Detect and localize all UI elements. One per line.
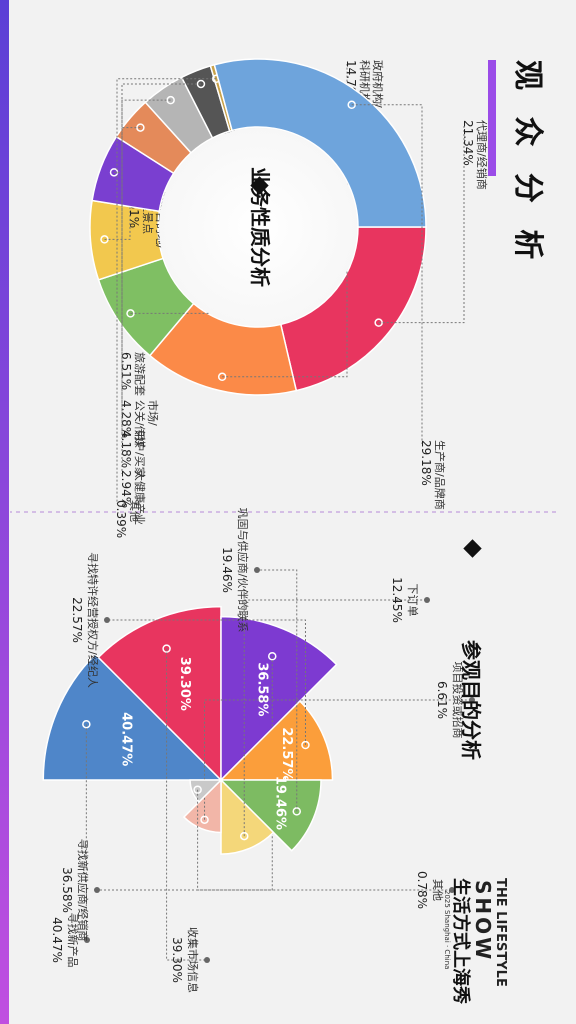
petal-label: 寻找新产品	[66, 913, 80, 968]
business-nature-donut-chart: 代理商/经销商21.34%政府机构/科研机构/事业单位14.79%旅行社/OTA…	[89, 58, 489, 538]
petal-marker	[239, 831, 249, 841]
petal-label: 巩固与供应商/伙伴的联系	[236, 508, 250, 633]
visit-purpose-rose-chart: 40.47%寻找新产品40.47%39.30%收集市场信息39.30%36.58…	[42, 508, 475, 993]
petal-marker	[162, 644, 171, 653]
diamond-bullet-icon	[463, 539, 482, 558]
slice-label: 旅游配套	[133, 352, 147, 396]
rose-petal	[182, 778, 222, 834]
petal-percent: 22.57%	[70, 597, 84, 643]
petal-value: 22.57%	[279, 727, 294, 781]
donut-title: 业务性质分析	[248, 167, 272, 287]
slice-marker	[126, 309, 135, 318]
petal-marker	[292, 807, 302, 816]
leader-line	[121, 99, 171, 434]
rose-petal	[219, 700, 334, 781]
slice-percent: 6.51%	[119, 352, 133, 390]
page-title: 观 众 分 析	[510, 60, 545, 267]
slice-label: 大健康产业	[133, 470, 147, 525]
leader-dot	[469, 697, 475, 703]
petal-percent: 12.45%	[390, 577, 404, 623]
petal-percent: 39.30%	[170, 937, 184, 983]
leader-dot	[449, 887, 455, 893]
lifestyle-show-logo: THE LIFESTYLE SHOW 生活方式上海秀 2025 Shanghai…	[443, 878, 508, 1004]
petal-percent: 6.61%	[435, 681, 449, 719]
petal-percent: 40.47%	[50, 917, 64, 963]
petal-percent: 36.58%	[60, 867, 74, 913]
leader-line	[243, 599, 427, 837]
petal-marker	[82, 719, 91, 729]
slice-percent: 21.34%	[461, 120, 475, 166]
slice-marker	[100, 235, 109, 244]
petal-value: 39.30%	[177, 657, 192, 711]
leader-dot	[104, 617, 110, 623]
leader-line	[257, 569, 298, 812]
logo-sub: 2025 Shanghai · China	[443, 890, 451, 969]
petal-label: 其他	[431, 879, 444, 901]
petal-marker	[200, 815, 209, 824]
leader-line	[107, 619, 306, 746]
slice-marker	[196, 79, 206, 89]
petal-percent: 0.78%	[415, 871, 429, 909]
petal-label: 项目投资或招商	[451, 662, 465, 739]
petal-marker	[301, 740, 310, 750]
slice-marker	[166, 95, 175, 105]
petal-percent: 19.46%	[220, 547, 234, 593]
leader-line	[378, 124, 465, 324]
slice-marker	[217, 372, 227, 382]
leader-dot	[204, 957, 210, 963]
rose-petal	[220, 778, 275, 855]
rose-petal	[42, 653, 223, 781]
diamond-bullet-icon	[250, 176, 269, 195]
slice-label: 政府机构/	[371, 60, 385, 108]
petal-label: 寻找特许经营授权方/经纪人	[86, 552, 100, 688]
slice-label: 其他	[128, 500, 141, 522]
leader-line	[116, 78, 217, 504]
slice-marker	[374, 318, 383, 327]
leader-dot	[84, 937, 90, 943]
donut-slice	[213, 58, 427, 228]
logo-cn: 生活方式上海秀	[450, 878, 472, 1004]
rose-title-text: 参观目的分析	[459, 640, 483, 760]
donut-center	[159, 128, 357, 326]
slice-marker	[109, 168, 119, 177]
leader-line	[351, 104, 423, 444]
rose-petal	[219, 779, 322, 852]
slice-percent: 4.18%	[119, 430, 133, 468]
rose-petal	[220, 615, 338, 782]
leader-dot	[424, 597, 430, 603]
petal-value: 19.46%	[272, 776, 287, 830]
petal-label: 收集市场信息	[186, 927, 200, 993]
leader-line	[197, 789, 452, 891]
slice-label: 生产商/品牌商	[433, 440, 447, 510]
left-accent-bar	[0, 0, 9, 1024]
slice-label: 市场/	[146, 400, 160, 426]
leader-line	[104, 194, 131, 240]
slice-percent: 29.18%	[419, 440, 433, 486]
logo-word: SHOW	[471, 880, 495, 962]
logo-line1: THE LIFESTYLE	[493, 878, 508, 987]
leader-dot	[94, 887, 100, 893]
rose-title: 参观目的分析	[459, 539, 483, 760]
slice-label: 公关/传媒	[133, 400, 147, 448]
leader-dot	[254, 567, 260, 573]
slice-label: 代理商/经销商	[475, 120, 489, 190]
petal-label: 寻找新供应商/经销商	[76, 839, 90, 942]
slice-percent: 0.39%	[114, 500, 128, 538]
slice-marker	[347, 100, 356, 110]
petal-label: 下订单	[406, 584, 419, 617]
slice-percent: 2.94%	[119, 470, 133, 508]
slice-marker	[136, 123, 145, 132]
petal-value: 36.58%	[255, 662, 270, 716]
title-accent-bar	[488, 60, 496, 176]
slice-label: 用户/买家	[133, 430, 147, 478]
petal-value: 40.47%	[118, 712, 133, 766]
petal-marker	[193, 785, 202, 794]
petal-marker	[268, 652, 277, 661]
rose-petal	[97, 605, 222, 782]
